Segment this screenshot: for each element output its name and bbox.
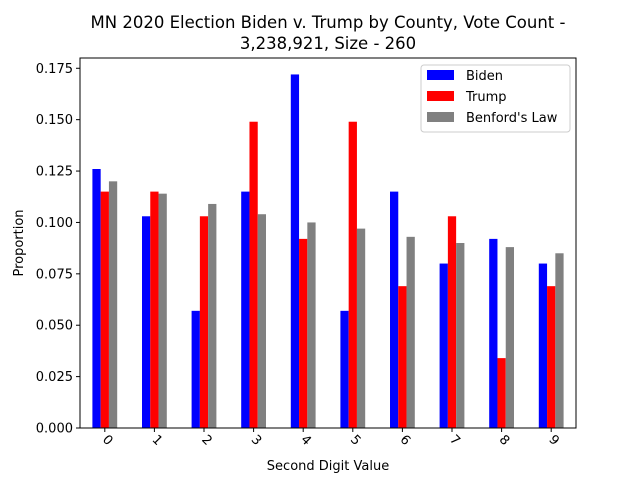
chart-title-line-2: 3,238,921, Size - 260 xyxy=(240,34,416,53)
legend-label-trump: Trump xyxy=(465,90,507,105)
bar-benford-s-law-6 xyxy=(406,236,415,428)
bar-biden-1 xyxy=(142,216,151,428)
y-tick-label: 0.150 xyxy=(36,113,73,128)
bar-biden-5 xyxy=(340,310,349,428)
bar-trump-2 xyxy=(199,216,209,428)
bar-trump-4 xyxy=(299,238,308,428)
legend-swatch-benford xyxy=(427,112,454,122)
bar-trump-0 xyxy=(100,191,109,428)
bar-biden-6 xyxy=(390,191,399,428)
legend-swatch-trump xyxy=(427,91,454,101)
bar-trump-8 xyxy=(497,358,506,428)
bar-benford-s-law-9 xyxy=(555,253,564,428)
bar-biden-4 xyxy=(290,74,300,428)
bar-benford-s-law-8 xyxy=(505,247,514,428)
y-axis: 0.000 0.025 0.050 0.075 0.100 0.125 0.150 0.175 xyxy=(36,62,80,437)
y-tick-label: 0.075 xyxy=(36,267,73,282)
bar-trump-9 xyxy=(547,286,556,428)
bar-biden-2 xyxy=(191,310,200,428)
bar-benford-s-law-0 xyxy=(108,181,118,428)
bar-biden-3 xyxy=(241,191,250,428)
bar-benford-s-law-5 xyxy=(356,228,366,428)
legend-label-benford: Benford's Law xyxy=(466,111,558,126)
bar-biden-8 xyxy=(489,238,498,428)
x-axis-label: Second Digit Value xyxy=(267,459,389,474)
y-tick-label: 0.125 xyxy=(36,165,73,180)
bar-trump-7 xyxy=(447,216,457,428)
legend-swatch-biden xyxy=(427,70,454,80)
bar-biden-9 xyxy=(538,263,548,428)
bar-trump-5 xyxy=(348,121,357,428)
bar-benford-s-law-3 xyxy=(257,214,266,428)
legend-box xyxy=(420,64,571,133)
chart-title-line-1: MN 2020 Election Biden v. Trump by Count… xyxy=(91,13,566,32)
y-tick-label: 0.175 xyxy=(36,62,73,77)
plot-frame xyxy=(79,57,577,429)
y-tick-label: 0.025 xyxy=(36,370,73,385)
bar-benford-s-law-7 xyxy=(456,243,465,428)
legend: Biden Trump Benford's Law xyxy=(420,64,571,133)
bar-biden-7 xyxy=(439,263,448,428)
bar-benford-s-law-1 xyxy=(158,193,167,428)
legend-label-biden: Biden xyxy=(466,69,503,84)
bar-trump-1 xyxy=(150,191,159,428)
y-tick-label: 0.100 xyxy=(36,216,73,231)
bar-benford-s-law-4 xyxy=(307,222,316,428)
bar-benford-s-law-2 xyxy=(208,203,217,428)
bar-trump-3 xyxy=(249,121,258,428)
y-axis-label: Proportion xyxy=(12,209,27,276)
bar-biden-0 xyxy=(92,169,101,428)
y-tick-label: 0.000 xyxy=(36,422,73,437)
bar-trump-6 xyxy=(398,286,407,428)
y-tick-label: 0.050 xyxy=(36,319,73,334)
bars-group xyxy=(92,74,564,428)
